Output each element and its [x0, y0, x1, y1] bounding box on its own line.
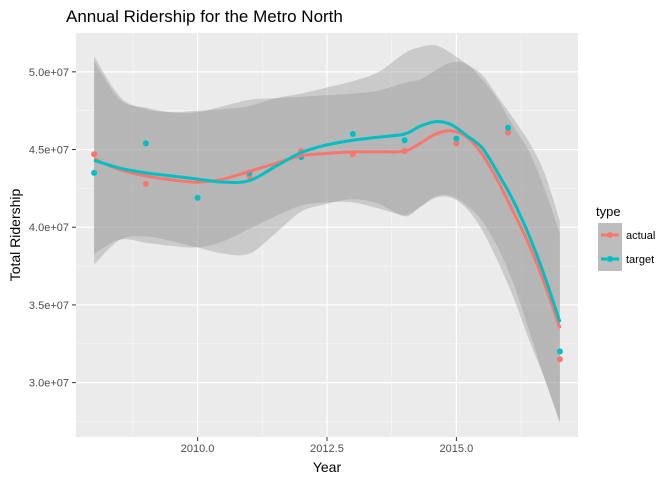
y-tick-label: 3.5e+07 [29, 300, 69, 312]
point-actual [142, 180, 149, 187]
legend-label-actual: actual [626, 230, 655, 242]
x-tick-label: 2012.5 [310, 443, 344, 455]
point-actual [556, 356, 563, 363]
point-target [556, 348, 563, 355]
point-actual [91, 151, 98, 158]
point-target [401, 137, 408, 144]
point-target [349, 131, 356, 137]
legend-point-target [607, 256, 613, 262]
y-axis-title: Total Ridership [7, 188, 23, 281]
smooth-line-target [93, 120, 562, 323]
confidence-band-target [94, 45, 560, 424]
y-tick-label: 4.5e+07 [29, 145, 69, 157]
legend-title: type [596, 204, 621, 219]
smooth-line-actual [93, 129, 562, 329]
y-tick-label: 4.0e+07 [29, 222, 69, 234]
legend-label-target: target [626, 254, 654, 266]
point-target [91, 169, 98, 176]
chart-title: Annual Ridership for the Metro North [66, 7, 343, 26]
point-actual [453, 140, 460, 147]
y-tick-label: 3.0e+07 [29, 378, 69, 390]
x-tick-label: 2015.0 [440, 443, 474, 455]
plot-panel [76, 33, 578, 437]
legend: type actual target [596, 204, 655, 271]
confidence-band-actual [94, 60, 560, 422]
point-target [194, 194, 201, 201]
point-target [453, 135, 460, 142]
point-target [142, 140, 149, 147]
x-tick-label: 2010.0 [181, 443, 215, 455]
x-axis-title: Year [313, 459, 342, 475]
legend-point-actual [607, 232, 613, 238]
axes: 2010.0 2012.5 2015.0 3.0e+07 3.5e+07 4.0e+07 4… [29, 67, 473, 455]
point-target [505, 124, 512, 131]
y-tick-label: 5.0e+07 [29, 67, 69, 79]
point-actual [505, 129, 512, 136]
